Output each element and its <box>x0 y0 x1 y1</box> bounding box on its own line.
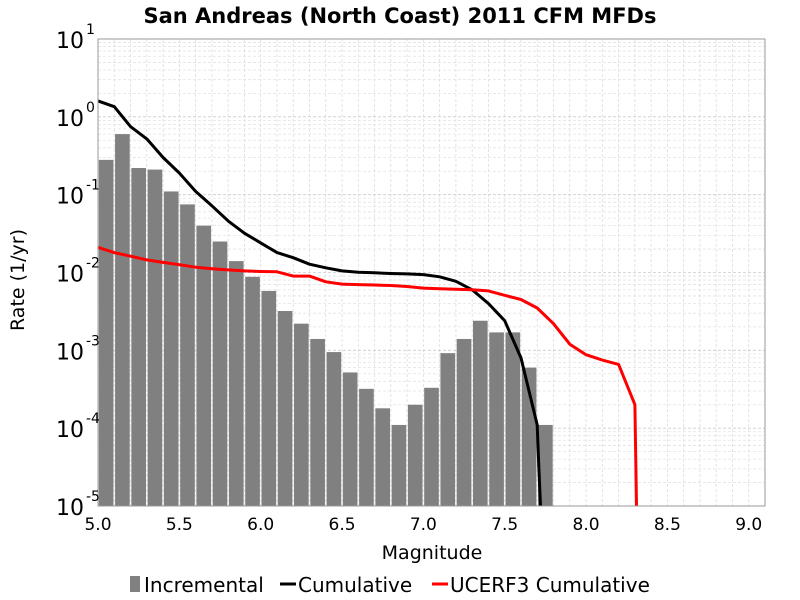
bar <box>180 204 195 507</box>
y-tick-label: 10 -5 <box>56 489 100 521</box>
legend: Incremental Cumulative UCERF3 Cumulative <box>130 573 650 597</box>
y-tick-exponent: -3 <box>86 333 100 349</box>
bar <box>294 323 309 506</box>
y-tick-base: 10 <box>56 496 84 521</box>
legend-label: Cumulative <box>298 573 412 597</box>
bar <box>196 225 212 507</box>
y-tick-exponent: 1 <box>86 22 95 38</box>
y-tick-label: 10 -1 <box>56 178 100 210</box>
y-tick-base: 10 <box>56 340 84 365</box>
series-line <box>97 245 638 507</box>
bar <box>391 424 407 506</box>
bar <box>326 352 342 506</box>
y-tick-label: 10 -3 <box>56 333 100 365</box>
x-tick-label: 9.0 <box>735 515 762 535</box>
bar <box>440 353 456 506</box>
bar <box>212 241 228 506</box>
bar <box>505 332 521 506</box>
legend-label: UCERF3 Cumulative <box>450 573 650 597</box>
y-axis-label: Rate (1/yr) <box>7 229 29 331</box>
cumulative-lines <box>97 99 638 507</box>
bar <box>228 261 244 506</box>
y-tick-base: 10 <box>56 263 84 288</box>
y-tick-base: 10 <box>56 107 84 132</box>
bar <box>472 320 488 506</box>
x-tick-label: 8.0 <box>573 515 600 535</box>
bar <box>489 332 504 506</box>
x-tick-label: 7.5 <box>491 515 518 535</box>
y-tick-label: 10 -2 <box>56 256 100 288</box>
bar <box>245 276 260 506</box>
x-tick-label: 5.0 <box>84 515 111 535</box>
legend-item: UCERF3 Cumulative <box>432 573 650 597</box>
y-tick-exponent: -4 <box>86 411 100 427</box>
x-tick-label: 5.5 <box>166 515 193 535</box>
bar <box>310 338 325 506</box>
y-tick-base: 10 <box>56 185 84 210</box>
legend-item: Cumulative <box>280 573 412 597</box>
bar <box>456 338 472 506</box>
bar <box>261 290 277 506</box>
y-tick-base: 10 <box>56 418 84 443</box>
x-axis-label: Magnitude <box>382 542 483 564</box>
series-line <box>97 99 542 507</box>
bar <box>538 424 553 506</box>
bar <box>359 388 374 506</box>
bar <box>342 372 358 506</box>
bar <box>131 168 147 506</box>
y-tick-exponent: -5 <box>86 489 100 505</box>
x-tick-label: 7.0 <box>410 515 437 535</box>
bar <box>424 387 439 506</box>
bar <box>277 311 293 506</box>
x-tick-label: 6.5 <box>329 515 356 535</box>
bar <box>147 169 163 506</box>
y-tick-label: 10 0 <box>56 100 95 132</box>
y-tick-label: 10 -4 <box>56 411 100 443</box>
x-tick-label: 8.5 <box>654 515 681 535</box>
incremental-bars <box>98 134 553 507</box>
chart-title: San Andreas (North Coast) 2011 CFM MFDs <box>144 4 657 28</box>
plot-frame <box>97 38 766 507</box>
legend-label: Incremental <box>144 573 264 597</box>
y-tick-exponent: -2 <box>86 256 100 272</box>
bar <box>407 404 423 506</box>
y-tick-label: 10 1 <box>56 22 95 54</box>
bar <box>98 159 114 507</box>
y-tick-base: 10 <box>56 29 84 54</box>
y-tick-exponent: 0 <box>86 100 95 116</box>
y-tick-exponent: -1 <box>86 178 100 194</box>
x-tick-labels: 5.0 5.5 6.0 6.5 7.0 7.5 8.0 8.5 9.0 <box>84 515 762 535</box>
x-tick-label: 6.0 <box>247 515 274 535</box>
legend-item: Incremental <box>130 573 264 597</box>
legend-swatch <box>130 576 140 592</box>
bar <box>163 191 179 506</box>
bar <box>115 134 130 506</box>
bar <box>375 408 391 506</box>
